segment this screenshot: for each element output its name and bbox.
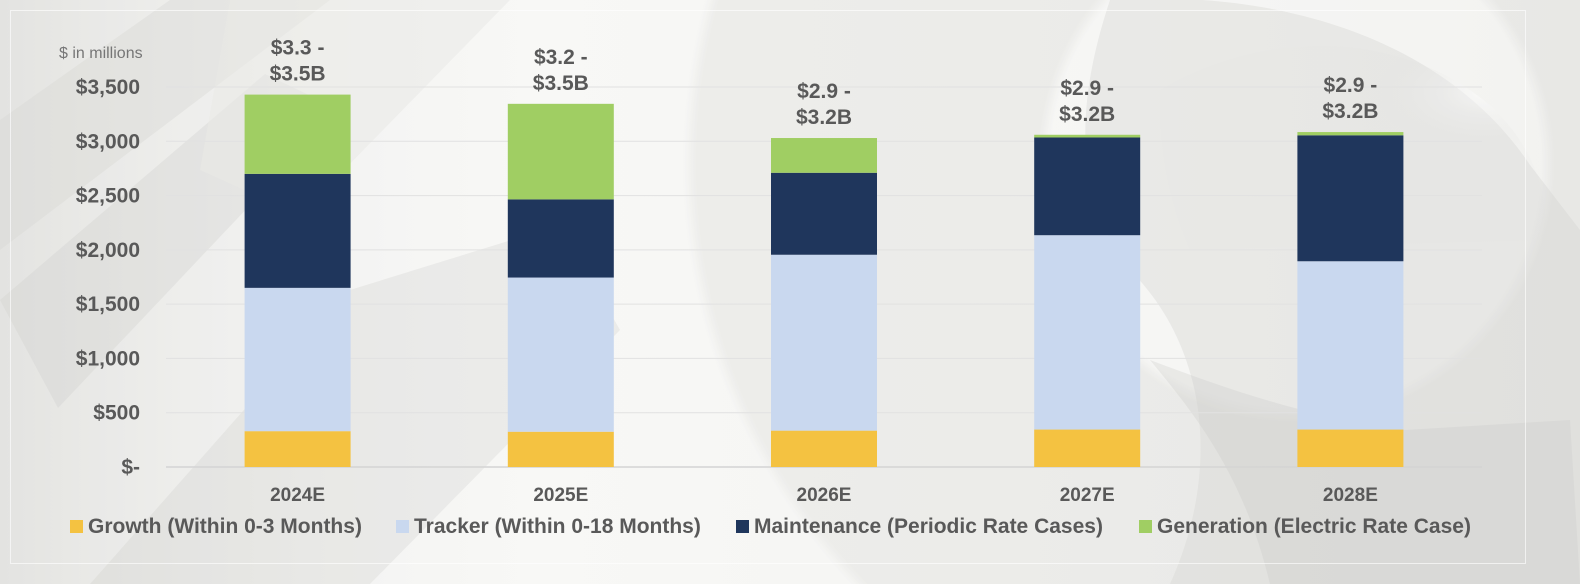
legend-label-4: Generation (Electric Rate Case) xyxy=(1157,515,1471,538)
bar-series xyxy=(244,94,1404,467)
bar-2028e-segment-4 xyxy=(1297,132,1404,136)
total-range-labels: $3.3 - $3.5B $3.2 - $3.5B $2.9 - $3.2B $2.9 - $… xyxy=(270,37,1379,129)
bar-2027e-segment-3 xyxy=(1034,137,1141,236)
bar-2027e-segment-2 xyxy=(1034,235,1141,430)
unit-label: $ in millions xyxy=(59,45,143,62)
bar-2025e-segment-4 xyxy=(507,103,614,200)
legend: Growth (Within 0-3 Months) Tracker (Withi… xyxy=(70,515,1471,538)
legend-swatch-1 xyxy=(70,520,83,533)
bar-2024e-segment-2 xyxy=(244,287,351,432)
legend-label-1: Growth (Within 0-3 Months) xyxy=(88,515,362,538)
y-tick-label: $1,500 xyxy=(76,293,140,316)
y-tick-label: $1,000 xyxy=(76,347,140,370)
y-tick-label: $3,000 xyxy=(76,130,140,153)
bar-2024e-segment-1 xyxy=(244,431,351,467)
bar-2026e-segment-1 xyxy=(771,430,877,467)
bar-2026e-segment-3 xyxy=(771,172,877,255)
bar-2027e-segment-4 xyxy=(1034,134,1141,138)
total-label-line-1: $2.9 - xyxy=(1060,77,1114,100)
bar-2024e-segment-4 xyxy=(244,94,351,174)
total-label-line-2: $3.2B xyxy=(796,106,852,129)
y-axis-labels: $- $500 $1,000 $1,500 $2,000 $2,500 $3,000 $3,5… xyxy=(76,76,140,479)
total-label-line-1: $3.2 - xyxy=(534,46,588,69)
x-tick-label: 2025E xyxy=(533,485,588,506)
x-tick-label: 2026E xyxy=(797,485,852,506)
bar-2024e-segment-3 xyxy=(244,173,351,288)
bar-2026e-segment-2 xyxy=(771,254,877,431)
legend-swatch-2 xyxy=(396,520,409,533)
x-tick-label: 2027E xyxy=(1060,485,1115,506)
x-tick-label: 2024E xyxy=(270,485,325,506)
bar-2025e-segment-1 xyxy=(507,431,614,467)
total-label-line-2: $3.2B xyxy=(1059,103,1115,126)
y-tick-label: $3,500 xyxy=(76,76,140,99)
y-tick-label: $- xyxy=(121,456,140,479)
x-axis-labels: 2024E 2025E 2026E 2027E 2028E xyxy=(270,485,1378,506)
legend-label-3: Maintenance (Periodic Rate Cases) xyxy=(754,515,1103,538)
legend-swatch-4 xyxy=(1139,520,1152,533)
bar-2028e-segment-2 xyxy=(1297,261,1404,430)
x-tick-label: 2028E xyxy=(1323,485,1378,506)
bar-2025e-segment-3 xyxy=(507,199,614,278)
total-label-line-2: $3.2B xyxy=(1322,100,1378,123)
y-tick-label: $2,000 xyxy=(76,239,140,262)
total-label-line-1: $2.9 - xyxy=(1324,74,1378,97)
total-label-line-2: $3.5B xyxy=(533,72,589,95)
total-label-line-1: $3.3 - xyxy=(271,37,325,60)
y-tick-label: $500 xyxy=(93,402,140,425)
bar-2028e-segment-3 xyxy=(1297,135,1404,262)
bar-2028e-segment-1 xyxy=(1297,429,1404,467)
legend-label-2: Tracker (Within 0-18 Months) xyxy=(414,515,701,538)
legend-swatch-3 xyxy=(736,520,749,533)
total-label-line-1: $2.9 - xyxy=(797,80,851,103)
bar-2025e-segment-2 xyxy=(507,277,614,432)
bar-2027e-segment-1 xyxy=(1034,429,1141,467)
y-tick-label: $2,500 xyxy=(76,185,140,208)
bar-2026e-segment-4 xyxy=(771,138,877,173)
total-label-line-2: $3.5B xyxy=(270,63,326,86)
